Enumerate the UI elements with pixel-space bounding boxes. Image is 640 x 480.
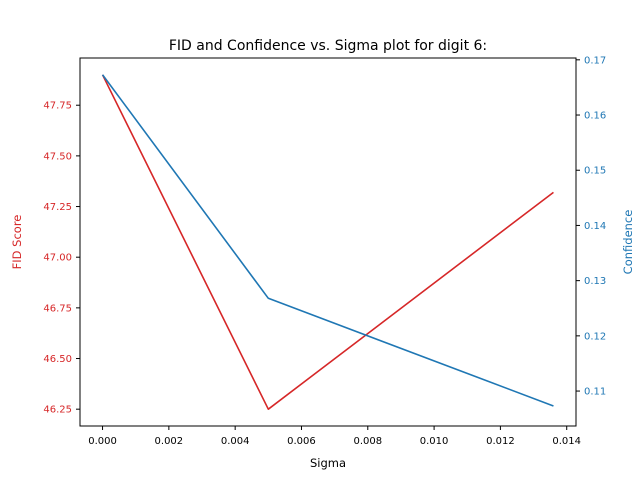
left-y-tick-label: 47.50: [43, 151, 72, 162]
fid-score-line: [101, 74, 554, 410]
x-tick-label: 0.010: [420, 436, 449, 447]
left-y-tick-label: 46.75: [43, 303, 72, 314]
x-tick-label: 0.008: [353, 436, 382, 447]
right-y-tick-label: 0.16: [584, 111, 606, 122]
right-y-tick-label: 0.11: [584, 387, 606, 398]
confidence-line: [101, 74, 554, 407]
x-tick-label: 0.012: [486, 436, 515, 447]
right-y-axis: 0.11 0.12 0.13 0.14 0.15 0.16 0.17: [576, 55, 606, 398]
right-y-axis-label: Confidence: [621, 210, 635, 275]
right-y-tick-label: 0.15: [584, 166, 606, 177]
left-y-axis: 46.25 46.50 46.75 47.00 47.25 47.50 47.75: [43, 101, 80, 416]
left-y-tick-label: 47.25: [43, 202, 72, 213]
x-tick-label: 0.000: [88, 436, 117, 447]
right-y-tick-label: 0.12: [584, 331, 606, 342]
left-y-tick-label: 46.25: [43, 405, 72, 416]
left-y-tick-label: 47.75: [43, 101, 72, 112]
x-axis: 0.000 0.002 0.004 0.006 0.008 0.010 0.012 0.014: [88, 426, 581, 447]
x-axis-label: Sigma: [310, 456, 346, 470]
left-y-axis-label: FID Score: [10, 215, 24, 270]
right-y-tick-label: 0.13: [584, 276, 606, 287]
x-tick-label: 0.006: [287, 436, 316, 447]
x-tick-label: 0.004: [221, 436, 250, 447]
x-tick-label: 0.014: [552, 436, 581, 447]
series-layer: [101, 74, 554, 410]
right-y-tick-label: 0.17: [584, 55, 606, 66]
plot-frame: [79, 57, 577, 427]
chart-title: FID and Confidence vs. Sigma plot for di…: [169, 38, 487, 54]
right-y-tick-label: 0.14: [584, 221, 606, 232]
x-tick-label: 0.002: [155, 436, 184, 447]
left-y-tick-label: 46.50: [43, 354, 72, 365]
left-y-tick-label: 47.00: [43, 253, 72, 264]
